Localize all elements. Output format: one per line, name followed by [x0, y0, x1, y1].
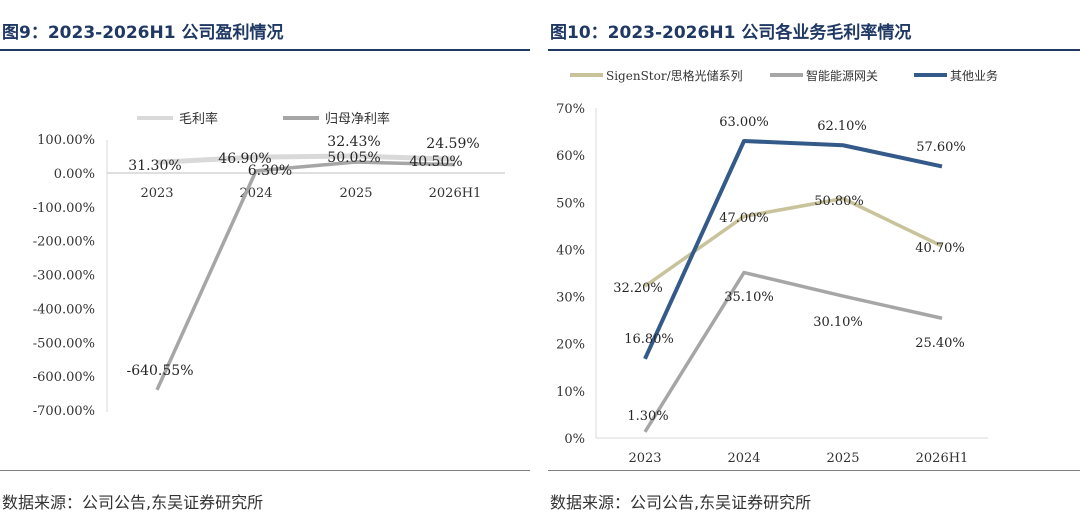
- data-label: 63.00%: [719, 115, 769, 130]
- source-note: 数据来源：公司公告,东吴证券研究所: [550, 493, 812, 512]
- data-label: 35.10%: [724, 290, 774, 305]
- title-rule: [0, 49, 530, 51]
- other-business-line: [643, 138, 943, 360]
- y-tick-label: -300.00%: [33, 269, 95, 284]
- y-tick-label: -500.00%: [33, 336, 95, 351]
- legend-label: 智能能源网关: [806, 68, 878, 83]
- y-tick-label: 20%: [556, 338, 585, 353]
- chart-panel-profitability: 图9：2023-2026H1 公司盈利情况 100.00% 0.00% -100.0…: [0, 0, 530, 529]
- data-label: -640.55%: [126, 363, 193, 379]
- y-tick-label: 0.00%: [54, 167, 95, 182]
- data-label: 47.00%: [719, 211, 769, 226]
- y-tick-label: 70%: [556, 102, 585, 117]
- x-tick-label: 2023: [628, 451, 661, 466]
- legend-label: SigenStor/思格光储系列: [606, 68, 743, 83]
- y-tick-label: -100.00%: [33, 201, 95, 216]
- title-rule: [548, 49, 1080, 51]
- data-label: 32.43%: [327, 134, 380, 150]
- net-margin-line: [155, 160, 456, 391]
- legend-label: 归母净利率: [325, 111, 390, 127]
- data-label: 32.20%: [613, 281, 663, 296]
- x-tick-label: 2026H1: [429, 186, 482, 201]
- data-label: 25.40%: [915, 336, 965, 351]
- data-label: 57.60%: [916, 140, 966, 155]
- data-label: 30.10%: [813, 315, 863, 330]
- bottom-rule: [548, 470, 1080, 471]
- gateway-line: [643, 270, 943, 433]
- y-tick-label: 100.00%: [37, 133, 95, 148]
- data-label: 6.30%: [248, 163, 292, 179]
- y-tick-label: 50%: [556, 196, 585, 211]
- data-label: 50.80%: [814, 194, 864, 209]
- data-label: 1.30%: [627, 409, 668, 424]
- data-label: 24.59%: [426, 136, 479, 152]
- legend-label: 其他业务: [950, 68, 998, 83]
- sigenstor-line: [643, 196, 943, 288]
- y-tick-label: 40%: [556, 243, 585, 258]
- x-tick-label: 2025: [339, 186, 372, 201]
- x-tick-label: 2026H1: [916, 451, 969, 466]
- x-tick-label: 2024: [727, 451, 760, 466]
- x-tick-label: 2023: [140, 186, 173, 201]
- data-label: 40.70%: [915, 241, 965, 256]
- x-tick-label: 2025: [826, 451, 859, 466]
- segment-margin-chart: 70% 60% 50% 40% 30% 20% 10% 0% 2023 2024 2025 2026H…: [556, 68, 998, 466]
- data-label: 46.90%: [218, 151, 271, 167]
- data-label: 62.10%: [817, 119, 867, 134]
- y-tick-label: 0%: [564, 432, 585, 447]
- chart-title: 图10：2023-2026H1 公司各业务毛利率情况: [550, 23, 912, 43]
- y-tick-label: -400.00%: [33, 302, 95, 317]
- y-tick-label: -600.00%: [33, 370, 95, 385]
- y-tick-label: 10%: [556, 385, 585, 400]
- data-label: 40.50%: [409, 154, 462, 170]
- legend-label: 毛利率: [179, 111, 218, 127]
- profitability-chart: 100.00% 0.00% -100.00% -200.00% -300.00% -400…: [33, 111, 505, 419]
- y-tick-label: -700.00%: [33, 404, 95, 419]
- chart-panel-segment-margins: 图10：2023-2026H1 公司各业务毛利率情况 70% 60% 50% 40% 3…: [548, 0, 1080, 529]
- y-tick-label: -200.00%: [33, 235, 95, 250]
- chart-title: 图9：2023-2026H1 公司盈利情况: [2, 23, 284, 43]
- gross-margin-line: [156, 153, 456, 165]
- y-tick-label: 30%: [556, 291, 585, 306]
- data-label: 31.30%: [128, 158, 181, 174]
- y-tick-label: 60%: [556, 149, 585, 164]
- bottom-rule: [0, 470, 530, 471]
- data-label: 50.05%: [327, 150, 380, 166]
- data-label: 16.80%: [624, 332, 674, 347]
- source-note: 数据来源：公司公告,东吴证券研究所: [2, 493, 264, 512]
